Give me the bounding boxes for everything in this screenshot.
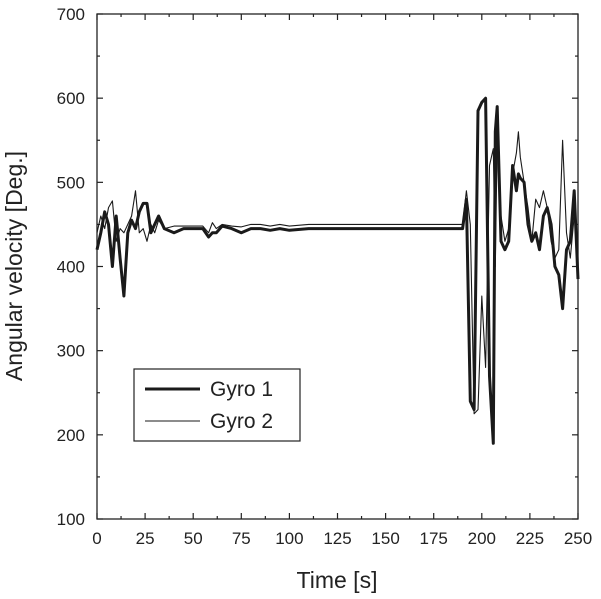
plot-frame [96, 13, 579, 520]
axis-tick-labels: 0 25 50 75 100 125 150 175 200 225 250 100 200 300 400… [57, 5, 593, 548]
x-tick-label: 250 [564, 529, 592, 548]
x-tick-label: 75 [232, 529, 251, 548]
x-tick-label: 175 [420, 529, 448, 548]
axis-ticks [96, 13, 579, 520]
series-layer [95, 96, 580, 445]
y-tick-label: 600 [57, 89, 85, 108]
x-tick-label: 150 [371, 529, 399, 548]
y-tick-label: 700 [57, 5, 85, 24]
x-tick-label: 50 [184, 529, 203, 548]
legend: Gyro 1 Gyro 2 [133, 368, 301, 442]
x-axis-title: Time [s] [297, 567, 378, 593]
x-tick-label: 100 [275, 529, 303, 548]
x-tick-label: 0 [92, 529, 101, 548]
y-tick-label: 100 [57, 510, 85, 529]
x-tick-label: 125 [323, 529, 351, 548]
y-tick-label: 300 [57, 342, 85, 361]
x-tick-label: 200 [468, 529, 496, 548]
legend-box [133, 368, 301, 442]
legend-label-gyro-1: Gyro 1 [210, 378, 273, 401]
x-tick-label: 225 [516, 529, 544, 548]
y-tick-label: 400 [57, 258, 85, 277]
y-tick-label: 500 [57, 173, 85, 192]
series-line-gyro-1 [95, 96, 580, 445]
y-axis-title: Angular velocity [Deg.] [1, 151, 27, 381]
y-tick-label: 200 [57, 426, 85, 445]
legend-label-gyro-2: Gyro 2 [210, 410, 273, 433]
x-tick-label: 25 [136, 529, 155, 548]
